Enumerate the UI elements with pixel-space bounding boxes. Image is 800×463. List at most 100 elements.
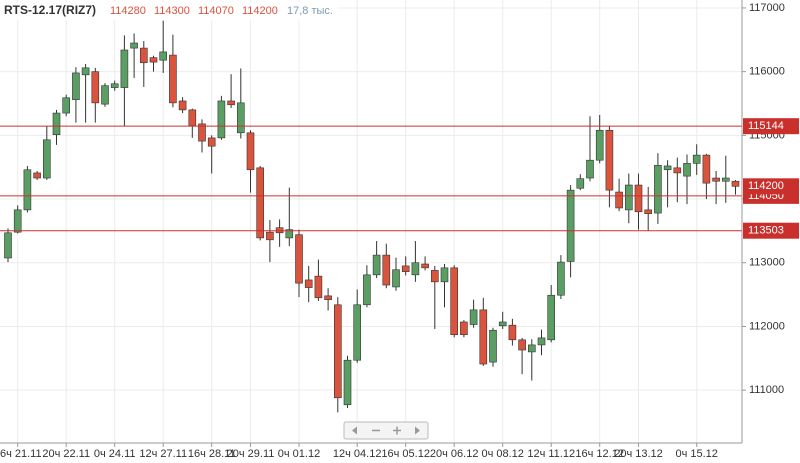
candle-body — [644, 209, 653, 214]
candle-body — [33, 172, 41, 179]
header-high: 114300 — [154, 5, 190, 17]
candle-body — [169, 54, 177, 104]
price-tag: 114200 — [743, 178, 799, 195]
candle-body — [411, 262, 420, 276]
x-tick-label: 16ч 21.11 — [0, 448, 42, 460]
candle-body — [23, 169, 32, 211]
candle-body — [295, 234, 303, 284]
y-tick-label: 111000 — [749, 384, 784, 396]
candle-body — [663, 165, 672, 171]
candle-body — [227, 100, 235, 106]
price-tag-bg — [743, 222, 799, 239]
candle-body — [62, 97, 71, 114]
candle-body — [140, 47, 148, 64]
x-tick-label: 0ч 24.11 — [94, 448, 136, 460]
candle-body — [246, 132, 255, 171]
candle-body — [450, 267, 459, 336]
candle-body — [440, 267, 449, 283]
candle-body — [120, 49, 129, 88]
candle-body — [353, 304, 362, 361]
chart-title: RTS-12.17(RIZ7) — [4, 3, 96, 17]
candle-body — [237, 102, 245, 134]
x-tick-label: 12ч 27.11 — [139, 448, 187, 460]
candle-body — [343, 359, 352, 406]
y-tick-label: 116000 — [749, 66, 785, 78]
candle-body — [4, 232, 12, 259]
candle-body — [421, 263, 429, 269]
candle-body — [401, 265, 410, 272]
scroll-right[interactable] — [415, 426, 420, 435]
scroll-box — [343, 421, 429, 440]
candle-body — [634, 184, 643, 213]
candle-body — [91, 71, 100, 104]
candle-body — [81, 67, 90, 76]
candle-body — [324, 295, 332, 300]
x-tick-label: 16ч 12.12 — [575, 448, 624, 460]
candle-body — [207, 137, 216, 147]
candle-body — [595, 129, 604, 161]
candle-body — [178, 100, 187, 111]
candle-body — [256, 167, 265, 239]
candle-body — [13, 209, 22, 233]
candle-body — [392, 269, 400, 288]
price-tag-label: 115144 — [748, 120, 784, 132]
header-bg — [0, 2, 338, 20]
candle-body — [547, 294, 556, 341]
candle-body — [537, 337, 546, 346]
candle-body — [479, 309, 488, 365]
candle-body — [159, 51, 167, 61]
price-tag-label: 114200 — [748, 180, 784, 192]
candle-body — [498, 321, 507, 327]
candle-body — [712, 177, 720, 182]
candle-body — [217, 100, 226, 139]
candle-body — [586, 159, 594, 179]
candle-body — [52, 112, 61, 136]
x-tick-label: 12ч 04.12 — [333, 448, 382, 460]
candle-body — [615, 191, 623, 209]
x-tick-label: 20ч 22.11 — [42, 448, 90, 460]
x-tick-label: 0ч 15.12 — [675, 448, 717, 460]
candle-body — [508, 324, 517, 341]
x-tick-label: 20ч 29.11 — [227, 448, 275, 460]
candle-body — [333, 304, 342, 399]
header-close: 114200 — [242, 5, 278, 17]
header-low: 114070 — [198, 5, 234, 17]
candle-body — [314, 275, 323, 299]
candle-body — [702, 154, 711, 184]
scroll-left[interactable] — [352, 426, 357, 435]
price-tag-bg — [743, 118, 799, 135]
y-tick-label: 112000 — [749, 320, 785, 332]
zoom-in[interactable] — [393, 426, 401, 435]
candle-body — [72, 72, 80, 100]
candle-body — [673, 167, 682, 174]
x-tick-label: 0ч 08.12 — [481, 448, 523, 460]
candle-body — [460, 321, 468, 336]
candle-body — [198, 123, 206, 142]
x-tick-label: 20ч 13.12 — [614, 448, 663, 460]
candle-body — [489, 329, 497, 363]
y-tick-label: 113000 — [749, 257, 785, 269]
candle-body — [469, 309, 478, 325]
candle-body — [430, 270, 439, 283]
candle-body — [188, 109, 197, 127]
candle-body — [285, 229, 294, 239]
candle-body — [557, 261, 565, 296]
price-tag: 113503 — [743, 222, 799, 239]
price-tag: 115144 — [743, 118, 799, 135]
x-tick-label: 12ч 11.12 — [527, 448, 575, 460]
candle-body — [721, 177, 730, 182]
x-tick-label: 16ч 05.12 — [381, 448, 430, 460]
candle-body — [149, 57, 158, 63]
candle-body — [110, 83, 119, 88]
candle-body — [372, 254, 381, 276]
candle-body — [566, 189, 575, 262]
candle-body — [605, 129, 614, 191]
price-tag-bg — [743, 178, 799, 195]
candle-body — [363, 274, 371, 306]
plot-area — [0, 0, 742, 443]
candle-body — [101, 85, 109, 105]
candle-body — [731, 180, 740, 187]
